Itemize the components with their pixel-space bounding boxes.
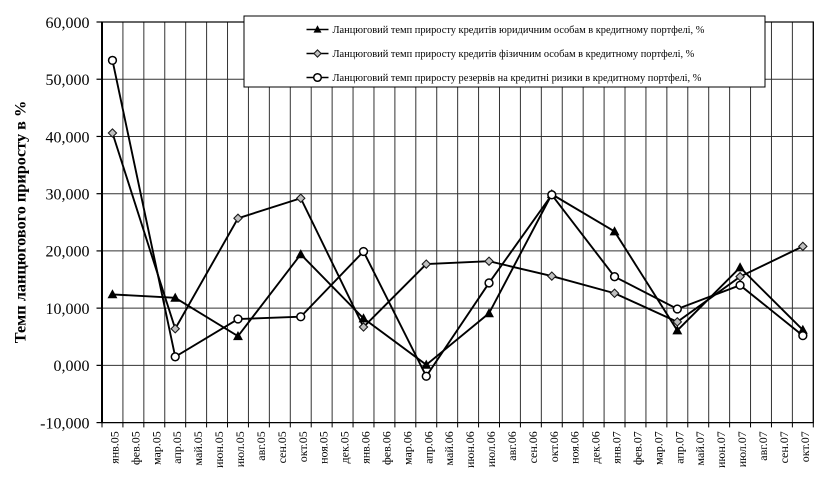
svg-text:май.05: май.05 [191, 431, 205, 465]
svg-text:Ланцюговий темп приросту резер: Ланцюговий темп приросту резервів на кре… [333, 73, 702, 84]
svg-text:авг.07: авг.07 [756, 431, 770, 461]
svg-text:Ланцюговий темп приросту креди: Ланцюговий темп приросту кредитів фізичн… [333, 49, 695, 60]
svg-text:дек.06: дек.06 [589, 431, 603, 463]
svg-text:фев.06: фев.06 [379, 431, 393, 465]
svg-text:фев.05: фев.05 [128, 431, 142, 465]
svg-text:фев.07: фев.07 [630, 431, 644, 465]
svg-text:июн.06: июн.06 [463, 431, 477, 468]
svg-text:дек.05: дек.05 [338, 431, 352, 463]
svg-text:окт.05: окт.05 [296, 431, 310, 462]
svg-text:-10,000: -10,000 [40, 415, 89, 432]
svg-text:май.06: май.06 [442, 431, 456, 465]
svg-text:июн.05: июн.05 [212, 431, 226, 468]
svg-text:50,000: 50,000 [46, 72, 90, 89]
svg-text:ноя.06: ноя.06 [568, 431, 582, 464]
svg-text:янв.06: янв.06 [359, 431, 373, 464]
svg-text:апр.06: апр.06 [421, 431, 435, 464]
svg-text:июл.07: июл.07 [735, 431, 749, 467]
svg-text:10,000: 10,000 [46, 301, 90, 318]
svg-text:мар.07: мар.07 [651, 431, 665, 465]
svg-text:окт.06: окт.06 [547, 431, 561, 462]
svg-text:20,000: 20,000 [46, 244, 90, 261]
svg-text:60,000: 60,000 [46, 15, 90, 32]
svg-text:апр.05: апр.05 [170, 431, 184, 464]
svg-text:июн.07: июн.07 [714, 431, 728, 468]
svg-text:янв.07: янв.07 [610, 431, 624, 464]
svg-text:авг.05: авг.05 [254, 431, 268, 461]
svg-text:40,000: 40,000 [46, 129, 90, 146]
svg-text:янв.05: янв.05 [107, 431, 121, 464]
svg-text:авг.06: авг.06 [505, 431, 519, 461]
svg-text:июл.06: июл.06 [484, 431, 498, 467]
svg-text:сен.06: сен.06 [526, 431, 540, 463]
svg-text:ноя.05: ноя.05 [317, 431, 331, 464]
svg-text:окт.07: окт.07 [798, 431, 812, 462]
svg-text:0,000: 0,000 [54, 358, 90, 375]
svg-text:мар.05: мар.05 [149, 431, 163, 465]
svg-text:Темп ланцюгового приросту в %: Темп ланцюгового приросту в % [10, 101, 29, 344]
svg-text:мар.06: мар.06 [400, 431, 414, 465]
svg-text:май.07: май.07 [693, 431, 707, 465]
svg-text:30,000: 30,000 [46, 186, 90, 203]
svg-text:Ланцюговий темп приросту креди: Ланцюговий темп приросту кредитів юридич… [333, 25, 705, 36]
svg-text:апр.07: апр.07 [672, 431, 686, 464]
svg-text:июл.05: июл.05 [233, 431, 247, 467]
svg-text:сен.07: сен.07 [777, 431, 791, 463]
svg-text:сен.05: сен.05 [275, 431, 289, 463]
